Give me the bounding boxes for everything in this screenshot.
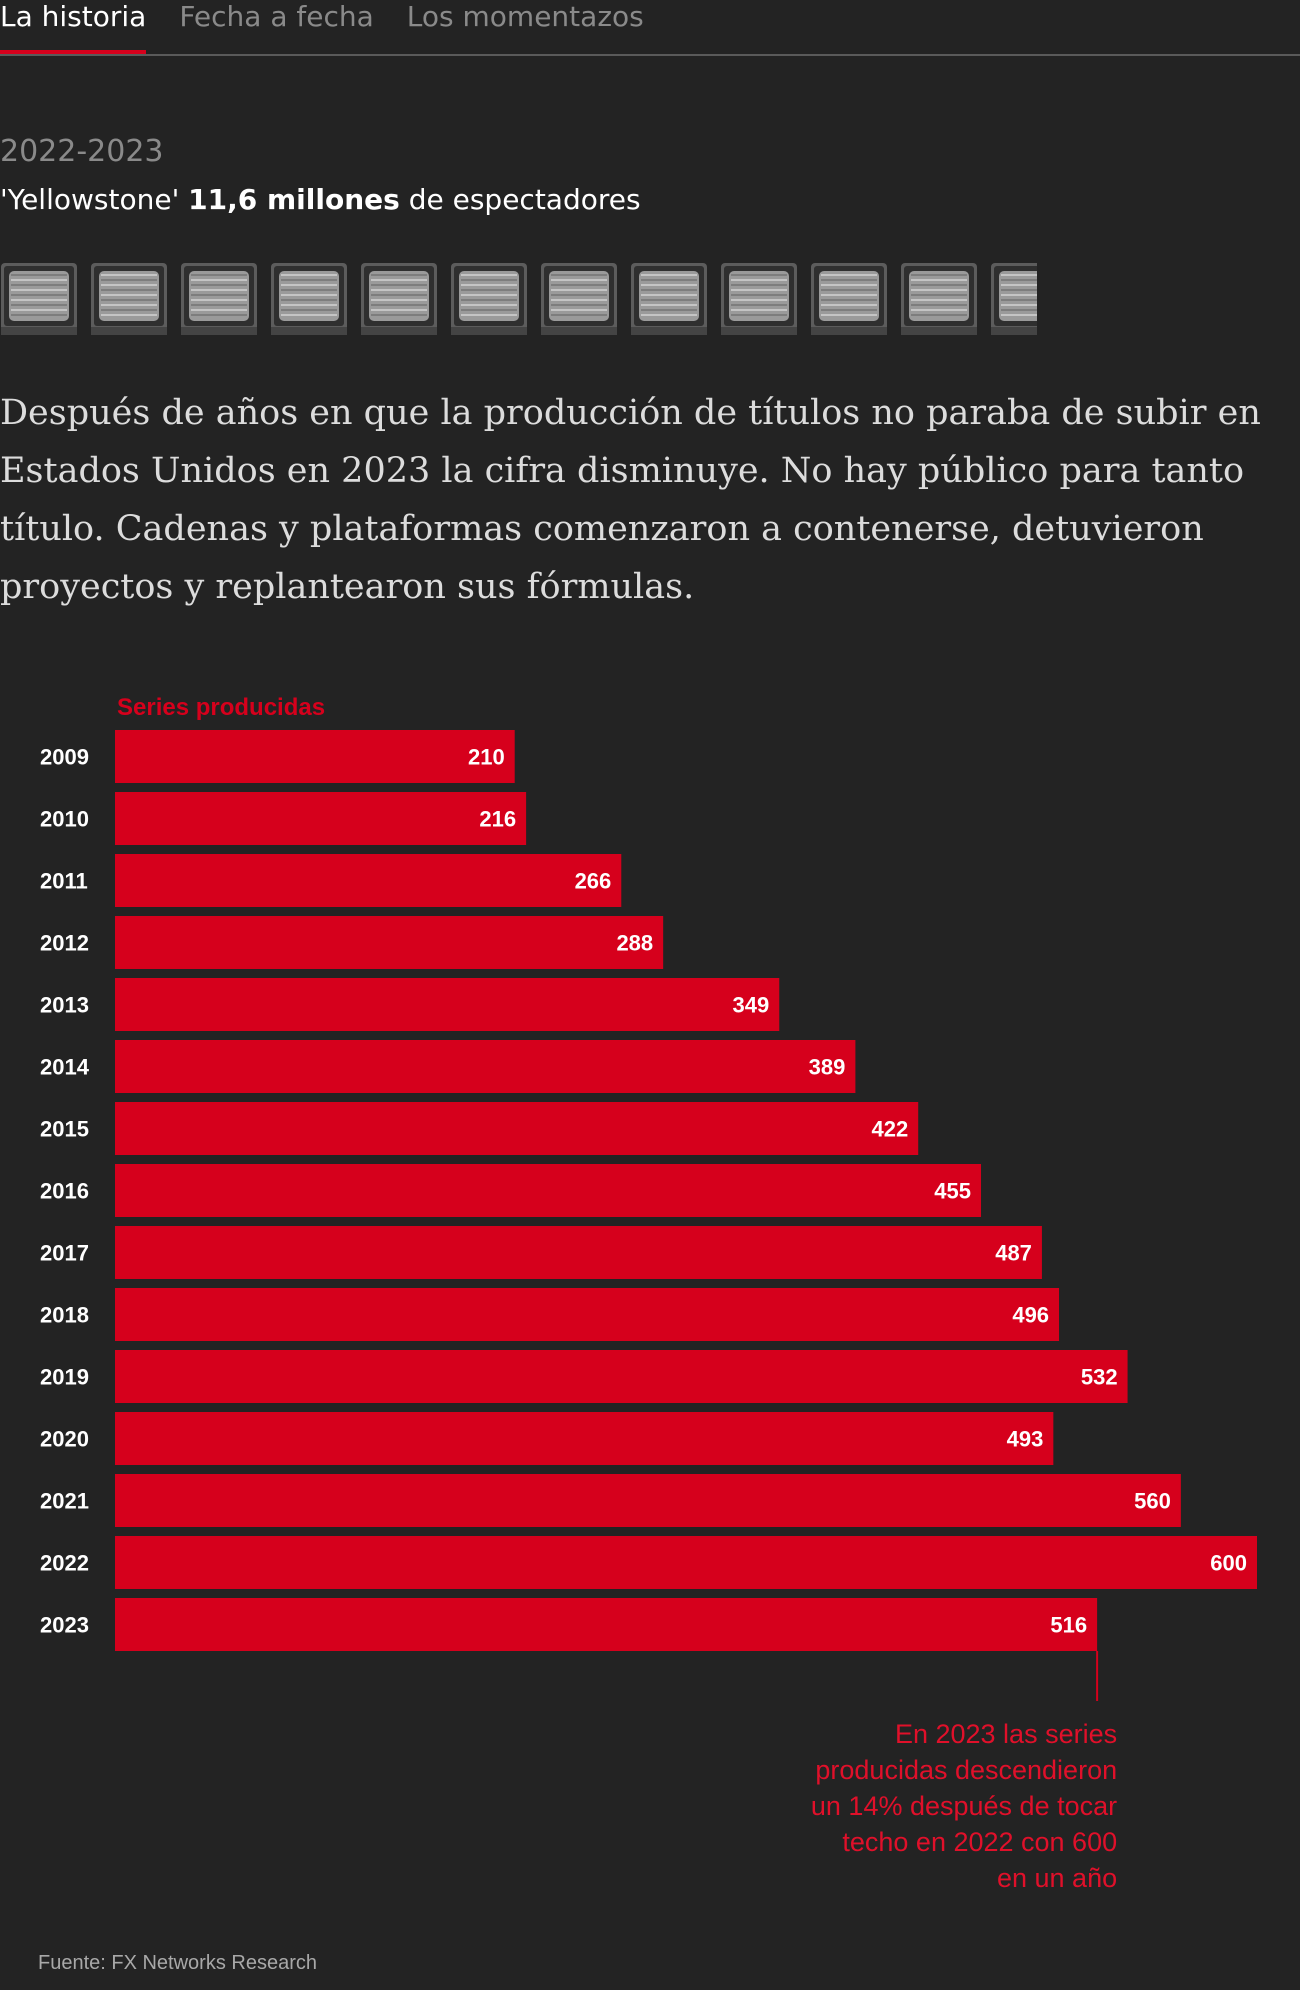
annotation-line-text: producidas descendieron — [815, 1755, 1117, 1785]
source-note: Fuente: FX Networks Research — [38, 1952, 317, 1974]
bar — [115, 916, 664, 969]
tab-la-historia[interactable]: La historia — [0, 0, 147, 54]
value-label: 216 — [479, 807, 516, 832]
value-label: 422 — [871, 1117, 908, 1142]
bar — [115, 1288, 1060, 1341]
category-label: 2020 — [40, 1427, 89, 1452]
tv-icon — [0, 260, 78, 338]
tv-icon — [630, 260, 708, 338]
tv-icon — [180, 260, 258, 338]
category-label: 2022 — [40, 1551, 89, 1576]
tv-icon — [540, 260, 618, 338]
bar — [115, 792, 527, 845]
bar-chart: Series producidas 2009 210 2010 216 2011 266 20… — [0, 680, 1300, 1940]
category-label: 2018 — [40, 1303, 89, 1328]
value-label: 532 — [1081, 1365, 1118, 1390]
category-label: 2015 — [40, 1117, 89, 1142]
annotation-line-text: un 14% después de tocar — [811, 1791, 1117, 1821]
chart-title: Series producidas — [117, 694, 325, 721]
annotation-line-text: En 2023 las series — [895, 1719, 1117, 1749]
tv-icon — [450, 260, 528, 338]
bar — [115, 1598, 1098, 1651]
tv-icon — [90, 260, 168, 338]
tv-icon — [810, 260, 888, 338]
value-label: 516 — [1050, 1613, 1087, 1638]
viewers-line: 'Yellowstone' 11,6 millones de espectado… — [0, 183, 641, 216]
intro-paragraph: Después de años en que la producción de … — [0, 393, 1261, 607]
bar — [115, 1040, 856, 1093]
tv-icon-row — [0, 260, 1040, 340]
value-label: 288 — [616, 931, 653, 956]
bar — [115, 1536, 1257, 1589]
value-label: 560 — [1134, 1489, 1171, 1514]
category-label: 2011 — [40, 869, 88, 894]
viewers-count: 11,6 millones — [188, 183, 400, 216]
category-label: 2021 — [40, 1489, 89, 1514]
bar — [115, 730, 515, 783]
value-label: 266 — [575, 869, 612, 894]
category-label: 2013 — [40, 993, 89, 1018]
tab-bar: La historia Fecha a fecha Los momentazos — [0, 0, 1300, 56]
tv-icon — [900, 260, 978, 338]
category-label: 2014 — [40, 1055, 90, 1080]
annotation-line-text: en un año — [997, 1863, 1117, 1893]
value-label: 487 — [995, 1241, 1032, 1266]
category-label: 2019 — [40, 1365, 89, 1390]
annotation-line-text: techo en 2022 con 600 — [842, 1827, 1117, 1857]
annotation-text: En 2023 las series producidas descendiero… — [811, 1719, 1117, 1893]
tv-icon — [360, 260, 438, 338]
category-label: 2016 — [40, 1179, 89, 1204]
bar — [115, 978, 780, 1031]
series-chart: Series producidas 2009 210 2010 216 2011 266 20… — [0, 680, 1300, 1990]
category-label: 2012 — [40, 931, 89, 956]
value-label: 349 — [733, 993, 770, 1018]
bar — [115, 1102, 919, 1155]
category-label: 2017 — [40, 1241, 89, 1266]
value-label: 600 — [1210, 1551, 1247, 1576]
viewers-suffix: de espectadores — [408, 183, 641, 216]
tv-icon — [990, 260, 1037, 338]
value-label: 496 — [1012, 1303, 1049, 1328]
bar — [115, 854, 622, 907]
bar — [115, 1226, 1042, 1279]
tab-los-momentazos[interactable]: Los momentazos — [406, 0, 644, 33]
show-title: 'Yellowstone' — [0, 183, 180, 216]
category-label: 2023 — [40, 1613, 89, 1638]
bar-chart-svg: Series producidas 2009 210 2010 216 2011 266 20… — [40, 694, 1257, 1893]
value-label: 389 — [809, 1055, 846, 1080]
bar — [115, 1412, 1054, 1465]
value-label: 455 — [934, 1179, 971, 1204]
bar — [115, 1350, 1128, 1403]
bar — [115, 1474, 1181, 1527]
bar — [115, 1164, 982, 1217]
period-label: 2022-2023 — [0, 134, 164, 169]
category-label: 2009 — [40, 745, 89, 770]
tab-fecha-a-fecha[interactable]: Fecha a fecha — [179, 0, 374, 33]
category-label: 2010 — [40, 807, 89, 832]
tv-icon — [270, 260, 348, 338]
value-label: 493 — [1007, 1427, 1044, 1452]
tv-icon — [720, 260, 798, 338]
value-label: 210 — [468, 745, 505, 770]
